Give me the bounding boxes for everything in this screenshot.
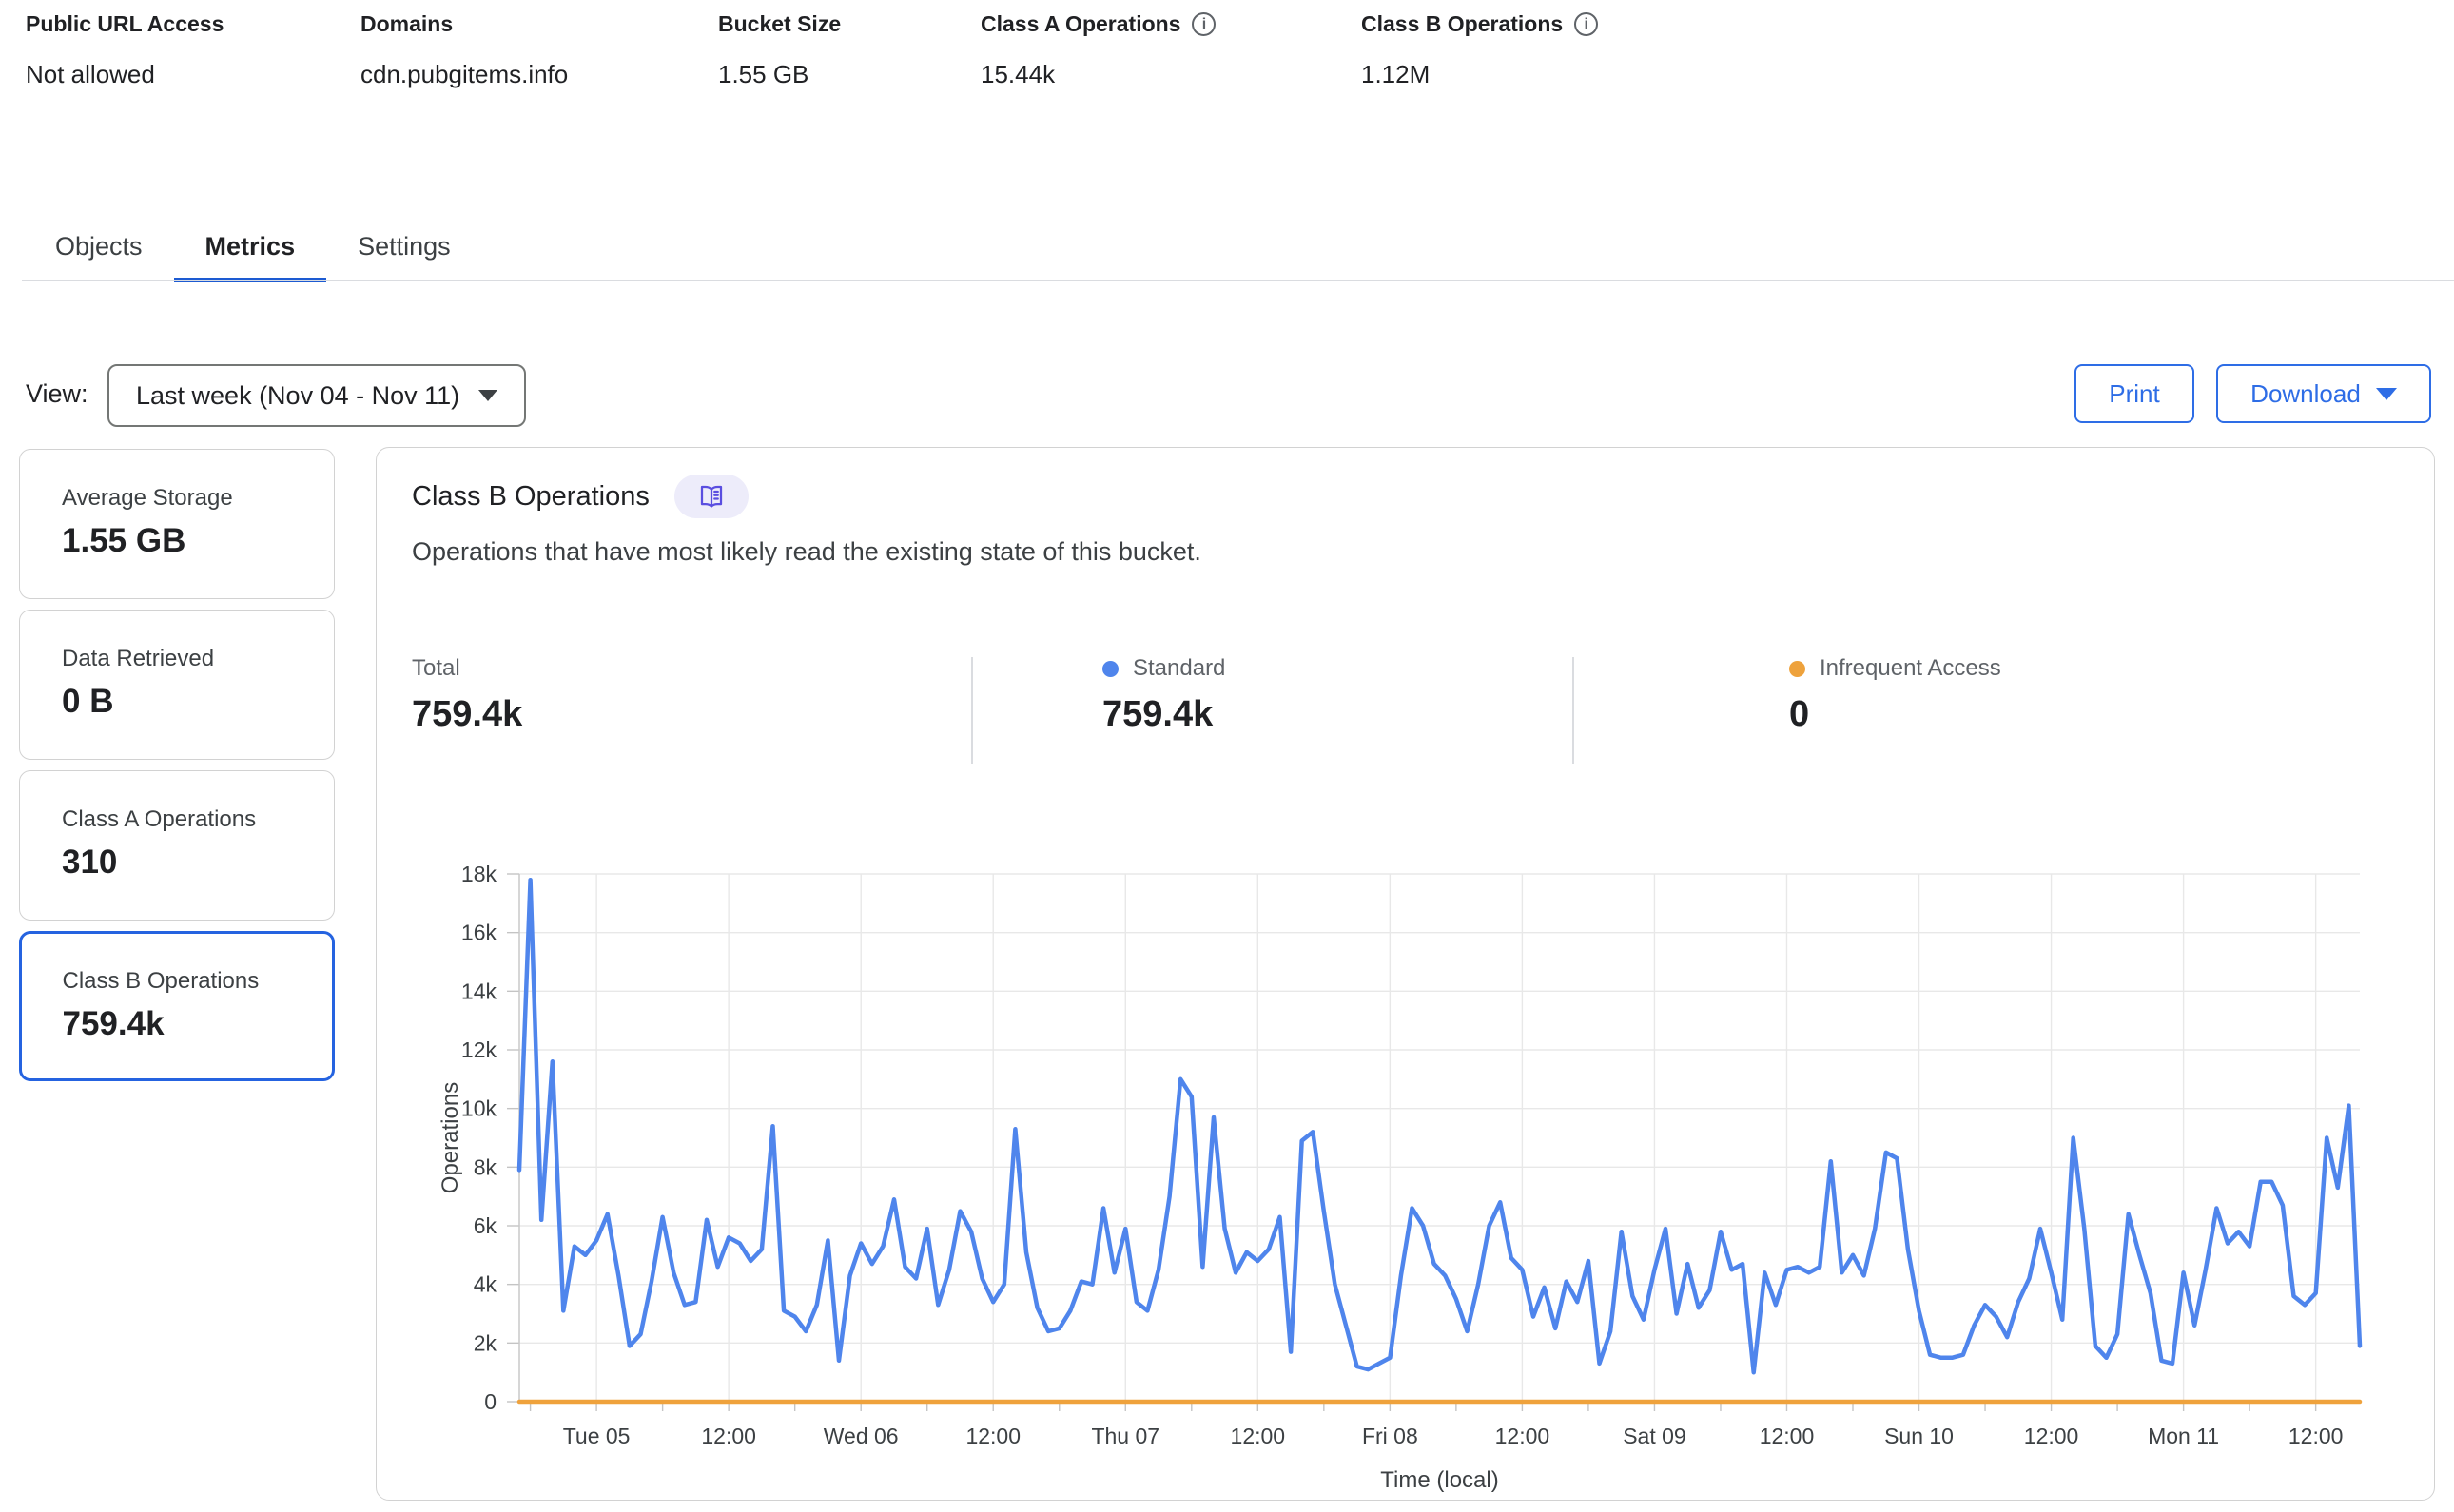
summary-value: 1.55 GB: [718, 60, 809, 88]
info-icon[interactable]: i: [1192, 12, 1217, 36]
card-class-b-operations[interactable]: Class B Operations 759.4k: [19, 931, 335, 1081]
svg-text:2k: 2k: [474, 1330, 497, 1355]
svg-text:0: 0: [484, 1389, 497, 1414]
tab-objects[interactable]: Objects: [55, 232, 143, 261]
card-class-a-operations[interactable]: Class A Operations 310: [19, 770, 335, 921]
svg-text:16k: 16k: [461, 921, 497, 945]
print-button[interactable]: Print: [2074, 364, 2194, 423]
infrequent-access-legend-dot: [1789, 660, 1805, 677]
summary-label: Class B Operations: [1361, 11, 1564, 36]
svg-text:12:00: 12:00: [1760, 1424, 1815, 1448]
stat-value: 0: [1789, 694, 1810, 734]
tab-metrics[interactable]: Metrics: [173, 219, 327, 282]
operations-line-chart: 0 2k 4k 6k 8k 10k 12k 14k 16k 18k Tue 05 12:00 Wed 0…: [438, 862, 2363, 1493]
tab-settings[interactable]: Settings: [358, 232, 451, 261]
stat-total: Total 759.4k: [412, 655, 523, 734]
card-value: 759.4k: [62, 1004, 165, 1042]
summary-class-a-operations: Class A Operations i 15.44k: [981, 11, 1217, 89]
svg-text:Mon 11: Mon 11: [2148, 1424, 2219, 1448]
summary-value: cdn.pubgitems.info: [360, 60, 569, 88]
card-data-retrieved[interactable]: Data Retrieved 0 B: [19, 610, 335, 760]
svg-text:Sat 09: Sat 09: [1623, 1424, 1686, 1448]
stat-value: 759.4k: [412, 694, 523, 734]
svg-text:Wed 06: Wed 06: [824, 1424, 899, 1448]
stat-value: 759.4k: [1102, 694, 1214, 734]
tab-bar: Objects Metrics Settings: [24, 219, 482, 282]
card-label: Data Retrieved: [62, 646, 215, 671]
divider: [971, 657, 973, 764]
chevron-down-icon: [478, 390, 498, 401]
card-value: 0 B: [62, 683, 114, 720]
standard-legend-dot: [1102, 660, 1119, 677]
panel-description: Operations that have most likely read th…: [412, 537, 1201, 566]
summary-value: 15.44k: [981, 60, 1056, 88]
download-button[interactable]: Download: [2216, 364, 2431, 423]
card-value: 1.55 GB: [62, 522, 186, 559]
svg-text:18k: 18k: [461, 862, 497, 886]
svg-text:12k: 12k: [461, 1037, 497, 1062]
svg-text:Tue 05: Tue 05: [563, 1424, 631, 1448]
summary-value: 1.12M: [1361, 60, 1431, 88]
view-dropdown-value: Last week (Nov 04 - Nov 11): [136, 380, 460, 410]
class-b-operations-panel: Class B Operations Operations that have …: [376, 447, 2435, 1501]
summary-value: Not allowed: [26, 60, 155, 88]
card-label: Class A Operations: [62, 806, 257, 832]
stat-infrequent-access: Infrequent Access 0: [1789, 655, 2001, 734]
svg-text:6k: 6k: [474, 1213, 497, 1238]
summary-label: Public URL Access: [26, 11, 224, 36]
svg-text:4k: 4k: [474, 1272, 497, 1297]
card-value: 310: [62, 843, 118, 881]
svg-text:14k: 14k: [461, 979, 497, 1003]
view-label: View:: [26, 379, 88, 408]
summary-label: Bucket Size: [718, 11, 842, 36]
divider: [1572, 657, 1574, 764]
svg-text:12:00: 12:00: [965, 1424, 1021, 1448]
card-average-storage[interactable]: Average Storage 1.55 GB: [19, 449, 335, 599]
panel-title: Class B Operations: [412, 480, 650, 512]
svg-text:12:00: 12:00: [2024, 1424, 2079, 1448]
svg-text:Fri 08: Fri 08: [1362, 1424, 1418, 1448]
summary-domains: Domains cdn.pubgitems.info: [360, 11, 568, 89]
info-icon[interactable]: i: [1574, 12, 1599, 36]
open-book-icon: [700, 485, 722, 508]
svg-text:12:00: 12:00: [1495, 1424, 1550, 1448]
svg-text:8k: 8k: [474, 1154, 497, 1179]
chevron-down-icon: [2375, 387, 2397, 400]
svg-text:Sun 10: Sun 10: [1884, 1424, 1954, 1448]
svg-text:12:00: 12:00: [1231, 1424, 1286, 1448]
svg-text:12:00: 12:00: [2288, 1424, 2344, 1448]
stat-standard: Standard 759.4k: [1102, 655, 1226, 734]
metric-card-list: Average Storage 1.55 GB Data Retrieved 0…: [19, 449, 335, 1081]
svg-text:12:00: 12:00: [701, 1424, 756, 1448]
card-label: Average Storage: [62, 485, 233, 511]
view-dropdown[interactable]: Last week (Nov 04 - Nov 11): [107, 364, 527, 427]
summary-class-b-operations: Class B Operations i 1.12M: [1361, 11, 1599, 89]
svg-text:10k: 10k: [461, 1096, 497, 1121]
summary-bucket-size: Bucket Size 1.55 GB: [718, 11, 841, 89]
tab-bar-divider: [22, 280, 2454, 281]
svg-text:Thu 07: Thu 07: [1091, 1424, 1159, 1448]
summary-public-url-access: Public URL Access Not allowed: [26, 11, 224, 89]
svg-text:Time (local): Time (local): [1380, 1467, 1498, 1493]
docs-badge[interactable]: [673, 475, 749, 518]
svg-text:Operations: Operations: [438, 1082, 463, 1193]
summary-label: Domains: [360, 11, 454, 36]
summary-label: Class A Operations: [981, 11, 1181, 36]
card-label: Class B Operations: [62, 967, 260, 994]
